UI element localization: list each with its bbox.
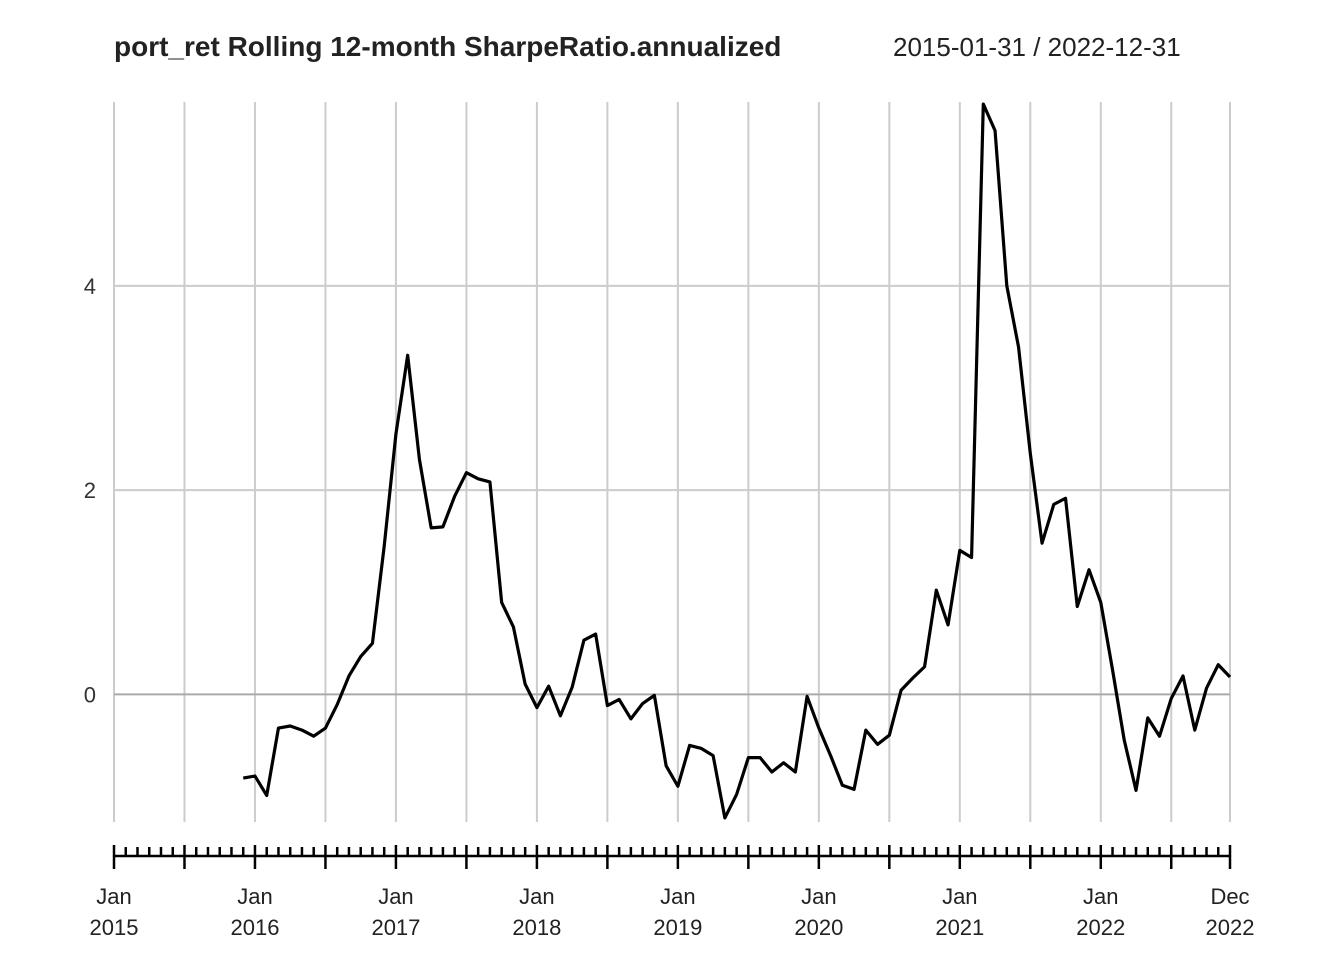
x-tick-label-year: 2021 bbox=[935, 915, 984, 940]
x-tick-label-month: Jan bbox=[801, 884, 836, 909]
y-tick-label: 2 bbox=[84, 478, 96, 503]
x-axis bbox=[112, 845, 1232, 869]
grid-lines bbox=[113, 102, 1231, 822]
x-tick-label-month: Jan bbox=[96, 884, 131, 909]
y-tick-label: 0 bbox=[84, 682, 96, 707]
x-tick-label-year: 2017 bbox=[371, 915, 420, 940]
y-tick-label: 4 bbox=[84, 274, 96, 299]
x-tick-label-month: Jan bbox=[1083, 884, 1118, 909]
x-tick-label-year: 2020 bbox=[794, 915, 843, 940]
x-tick-label-year: 2022 bbox=[1076, 915, 1125, 940]
x-tick-label-year: 2019 bbox=[653, 915, 702, 940]
date-range-label: 2015-01-31 / 2022-12-31 bbox=[893, 32, 1181, 62]
x-tick-label-year: 2018 bbox=[512, 915, 561, 940]
x-tick-label-month: Jan bbox=[942, 884, 977, 909]
x-tick-label-month: Jan bbox=[519, 884, 554, 909]
series-layer bbox=[242, 102, 1232, 820]
x-tick-label-year: 2015 bbox=[90, 915, 139, 940]
sharpe-ratio-series-line bbox=[242, 102, 1232, 820]
x-tick-label-month: Jan bbox=[378, 884, 413, 909]
x-tick-label-month: Jan bbox=[660, 884, 695, 909]
y-axis-ticks: 0 2 4 bbox=[84, 274, 96, 708]
x-tick-label-year: 2016 bbox=[230, 915, 279, 940]
x-tick-label-year: 2022 bbox=[1206, 915, 1255, 940]
chart-title: port_ret Rolling 12-month SharpeRatio.an… bbox=[114, 31, 781, 62]
x-axis-ticks: Jan 2015 Jan 2016 Jan 2017 Jan 2018 Jan 2019 Jan 20… bbox=[90, 884, 1255, 940]
x-tick-label-month: Jan bbox=[237, 884, 272, 909]
x-tick-label-month: Dec bbox=[1210, 884, 1249, 909]
